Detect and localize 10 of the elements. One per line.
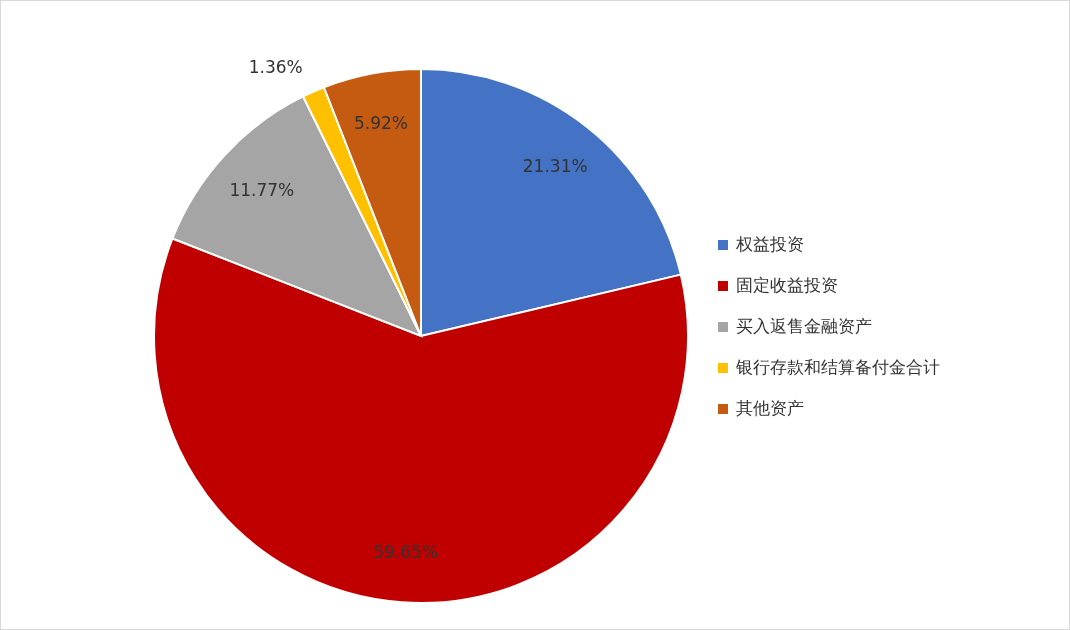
data-label: 1.36% [248,57,303,78]
data-label: 21.31% [522,156,588,177]
legend-label: 银行存款和结算备付金合计 [736,356,940,379]
legend-label: 固定收益投资 [736,274,838,297]
legend-label: 其他资产 [736,397,804,420]
legend-label: 买入返售金融资产 [736,315,872,338]
legend-label: 权益投资 [736,233,804,256]
data-label: 59.65% [373,541,439,562]
data-label: 5.92% [354,113,409,134]
data-label: 11.77% [229,179,295,200]
